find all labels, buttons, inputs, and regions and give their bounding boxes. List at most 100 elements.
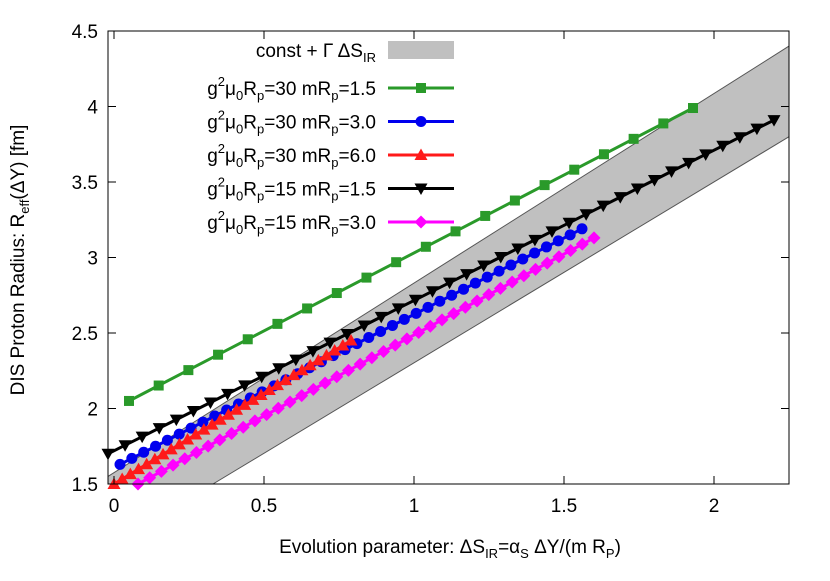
series-5-point (341, 363, 355, 377)
legend-marker-series-3 (414, 148, 428, 160)
series-3-point (156, 447, 170, 460)
y-axis-label: DIS Proton Radius: Reff(ΔY) [fm] (8, 125, 32, 396)
series-2-point (434, 295, 446, 307)
series-5-point (201, 439, 215, 453)
series-5-point (505, 275, 519, 289)
series-4-point (682, 157, 696, 170)
series-4-point (135, 431, 149, 444)
series-5-point (470, 294, 484, 308)
series-4 (101, 115, 781, 461)
series-4-point (562, 217, 576, 230)
series-3-point (164, 442, 178, 455)
series-5-point (271, 401, 285, 415)
series-3-point (132, 462, 146, 475)
series-3-point (123, 467, 137, 480)
series-1-point (213, 349, 224, 360)
series-4-point (152, 423, 166, 435)
series-5-point (225, 427, 239, 441)
legend-label-series-3: g2μ0Rp=30 mRp=6.0 (207, 141, 376, 170)
series-5-point (283, 395, 297, 409)
series-1-point (183, 365, 194, 376)
legend-marker-series-1 (416, 83, 426, 93)
series-4-point (545, 226, 559, 238)
series-3-point (181, 432, 195, 445)
series-3-point (254, 388, 268, 400)
series-4-point (613, 192, 627, 204)
series-3-point (311, 353, 325, 366)
series-1-point (272, 318, 283, 329)
series-1-point (628, 133, 639, 144)
series-4-point (323, 337, 337, 350)
series-3-point (270, 378, 284, 391)
series-5-point (236, 420, 250, 434)
series-1-point (509, 195, 520, 206)
series-4-point (340, 329, 354, 341)
series-1-point (242, 334, 253, 345)
series-1-point (480, 210, 491, 221)
series-2-point (386, 319, 398, 331)
series-2-point (517, 253, 529, 265)
series-1-point (124, 395, 134, 406)
y-tick-label: 4.5 (72, 22, 98, 43)
legend-marker-series-5 (414, 215, 428, 229)
series-5-point (540, 256, 554, 270)
series-3-point (140, 457, 154, 470)
y-tick-label: 2 (87, 400, 98, 421)
series-2-point (126, 452, 138, 464)
y-tick-label: 2.5 (72, 324, 98, 345)
series-5-point (564, 243, 578, 257)
series-4-point (460, 269, 474, 281)
series-2-point (564, 229, 576, 241)
series-4-point (733, 132, 747, 144)
series-3-point (238, 398, 252, 410)
series-5-point (575, 237, 589, 251)
series-1-point (302, 303, 313, 314)
series-5-point (482, 288, 496, 302)
x-tick-label: 0.5 (251, 496, 277, 517)
series-layer (101, 103, 781, 491)
series-5 (131, 231, 601, 491)
series-3-point (213, 413, 227, 425)
series-2-line (119, 227, 583, 466)
series-2-point (363, 332, 375, 344)
legend-swatch-band (388, 41, 454, 59)
series-1-point (539, 180, 550, 191)
x-tick-label: 0 (109, 496, 120, 517)
tick-layer: 0 0.5 1 1.5 2 1.5 2 2.5 3 3.5 4 4.5 (72, 22, 789, 517)
band-lower-edge (212, 136, 790, 485)
series-4-point (716, 140, 730, 153)
y-tick-label: 3 (87, 249, 98, 270)
series-4-point (750, 123, 764, 136)
series-3-point (287, 368, 301, 381)
series-5-point (388, 338, 402, 352)
legend-label-series-5: g2μ0Rp=15 mRp=3.0 (207, 208, 376, 237)
series-5-point (260, 408, 274, 422)
series-4-point (391, 303, 405, 315)
series-2-point (458, 283, 470, 295)
series-3-point (336, 338, 350, 351)
series-4-point (767, 115, 781, 127)
x-tick-label: 1 (409, 496, 420, 517)
series-1-point (331, 288, 342, 299)
series-4-point (665, 166, 679, 178)
series-5-point (377, 344, 391, 358)
legend-marker-series-2 (415, 116, 427, 127)
series-1-point (450, 226, 461, 237)
series-3-point (328, 343, 342, 356)
series-5-point (178, 452, 192, 466)
series-4-line (107, 118, 775, 456)
series-4-point (255, 371, 269, 384)
series-2-point (481, 271, 493, 283)
series-2-point (375, 325, 387, 337)
legend-label-series-1: g2μ0Rp=30 mRp=1.5 (207, 74, 376, 103)
series-4-point (118, 440, 132, 452)
series-4-point (425, 286, 439, 298)
series-3-point (197, 423, 211, 435)
series-2-point (529, 247, 541, 259)
series-2-point (540, 241, 552, 253)
series-4-point (186, 406, 200, 418)
series-3-point (172, 437, 186, 450)
series-5-point (166, 458, 180, 472)
series-5-line (137, 236, 595, 486)
